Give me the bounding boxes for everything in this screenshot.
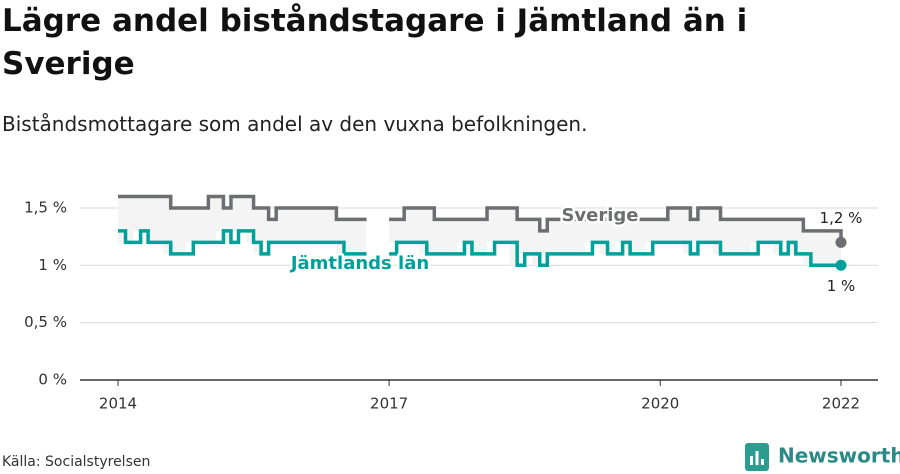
series-line [118,229,841,268]
x-tick-label: 2014 [99,395,137,413]
source: Källa: Socialstyrelsen [2,454,151,470]
chart-title: Lägre andel biståndstagare i Jämtland än… [2,3,748,82]
x-tick-label: 2020 [641,395,679,413]
y-tick-label: 0 % [38,371,67,389]
y-tick-label: 0,5 % [24,313,67,331]
series-label: Jämtlands län [289,253,429,274]
y-tick-label: 1 % [38,256,67,274]
x-tick-label: 2022 [822,395,860,413]
series-line [118,194,843,243]
x-tick-label: 2017 [370,395,408,413]
end-point [835,259,847,271]
value-label: 1,2 % [820,209,863,227]
gap-band [118,196,367,254]
chart-subtitle: Biståndsmottagare som andel av den vuxna… [2,112,588,136]
gap-band [389,207,841,266]
y-tick-label: 1,5 % [24,198,67,216]
end-point [835,236,847,248]
value-label: 1 % [827,277,856,295]
brand-logo: Newsworthy [745,443,900,471]
brand-name: Newsworthy [778,444,900,468]
series-label: Sverige [561,205,638,226]
